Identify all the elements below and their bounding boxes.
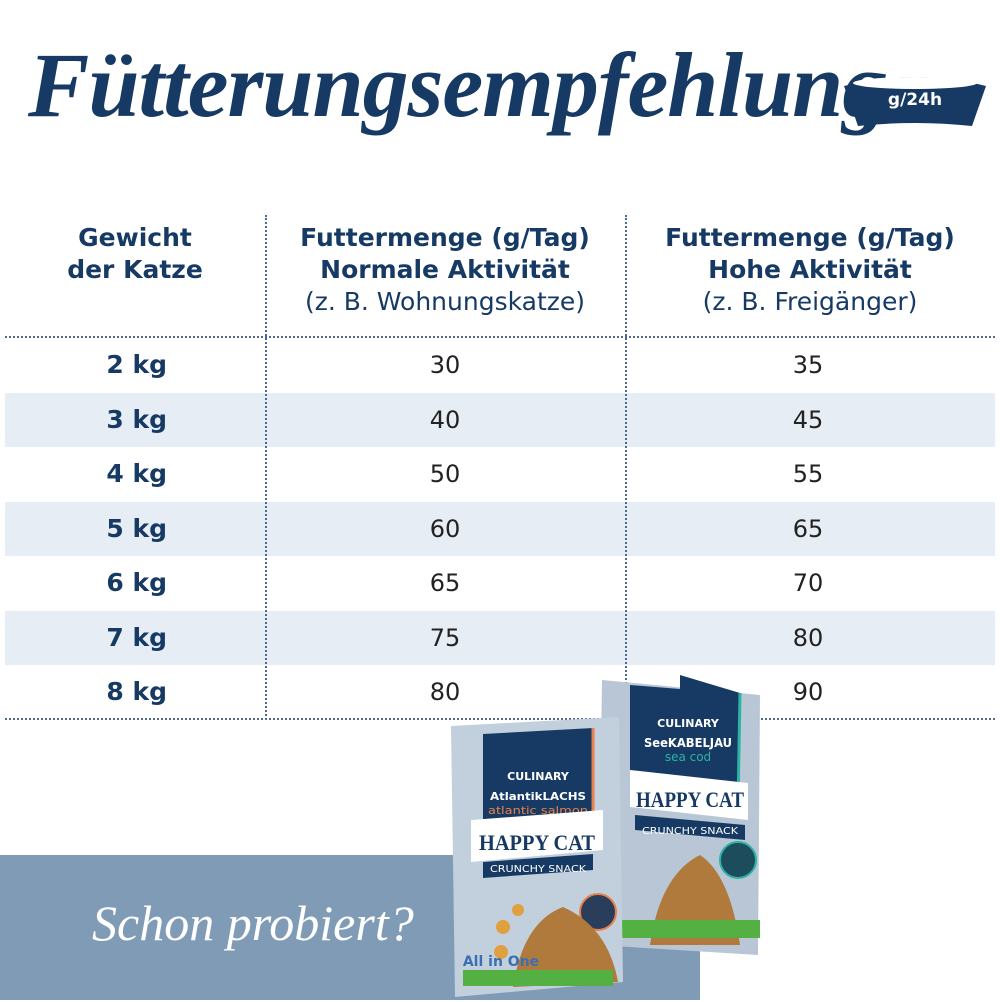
product-flavor: SeeKABELJAU xyxy=(644,736,732,750)
bowl-badge: g/24h xyxy=(840,68,990,128)
high-amount-cell: 35 xyxy=(792,351,824,379)
weight-cell: 5 kg xyxy=(106,513,167,543)
high-amount-cell: 55 xyxy=(792,460,824,488)
promo-text: Schon probiert? xyxy=(92,895,414,951)
high-amount-cell: 90 xyxy=(792,678,824,706)
product-type: CRUNCHY SNACK xyxy=(490,864,586,875)
normal-amount-cell: 50 xyxy=(429,460,461,488)
high-amount-cell: 80 xyxy=(792,623,824,652)
product-brand: HAPPY CAT xyxy=(636,787,744,812)
badge-label: g/24h xyxy=(887,90,943,110)
product-badge: All in One xyxy=(463,954,539,970)
high-amount-cell: 70 xyxy=(792,569,824,597)
normal-amount-cell: 40 xyxy=(429,405,461,434)
weight-cell: 3 kg xyxy=(106,404,167,434)
weight-cell: 4 kg xyxy=(106,459,167,488)
divider xyxy=(5,336,995,338)
page-title: Fütterungsempfehlung xyxy=(28,34,888,136)
product-type: CRUNCHY SNACK xyxy=(642,826,738,837)
table-row: 4 kg 50 55 xyxy=(5,447,995,501)
column-divider xyxy=(265,215,267,720)
weight-cell: 8 kg xyxy=(106,677,167,706)
normal-amount-cell: 65 xyxy=(429,569,461,597)
normal-amount-cell: 60 xyxy=(429,514,461,543)
high-amount-cell: 45 xyxy=(792,405,824,434)
product-line: CULINARY xyxy=(657,717,720,730)
header-normal: Futtermenge (g/Tag) Normale Aktivität (z. … xyxy=(300,223,590,316)
weight-cell: 7 kg xyxy=(106,622,167,652)
header-weight: Gewicht der Katze xyxy=(67,223,203,284)
table-row: 7 kg 75 80 xyxy=(5,610,995,665)
divider xyxy=(5,718,995,720)
weight-cell: 2 kg xyxy=(106,350,167,379)
product-brand: HAPPY CAT xyxy=(479,830,595,855)
product-line: CULINARY xyxy=(507,770,570,783)
product-sea-cod[interactable]: CULINARY SeeKABELJAU sea cod HAPPY CAT C… xyxy=(590,675,770,965)
normal-amount-cell: 30 xyxy=(429,351,461,379)
column-divider xyxy=(625,215,627,720)
bowl-icon xyxy=(844,77,986,126)
normal-amount-cell: 80 xyxy=(429,678,461,706)
table-row: 3 kg 40 45 xyxy=(5,392,995,447)
table-row: 5 kg 60 65 xyxy=(5,501,995,556)
product-flavor: AtlantikLACHS xyxy=(490,790,586,803)
product-flavor-en: sea cod xyxy=(665,750,711,764)
table-row: 8 kg 80 90 xyxy=(5,665,995,719)
weight-cell: 6 kg xyxy=(106,568,167,597)
table-row: 2 kg 30 35 xyxy=(5,338,995,392)
header-high: Futtermenge (g/Tag) Hohe Aktivität (z. B. … xyxy=(665,223,955,316)
normal-amount-cell: 75 xyxy=(429,623,461,652)
high-amount-cell: 65 xyxy=(792,514,824,543)
product-atlantic-salmon[interactable]: CULINARY AtlantikLACHS atlantic salmon H… xyxy=(443,712,633,1002)
table-row: 6 kg 65 70 xyxy=(5,556,995,610)
